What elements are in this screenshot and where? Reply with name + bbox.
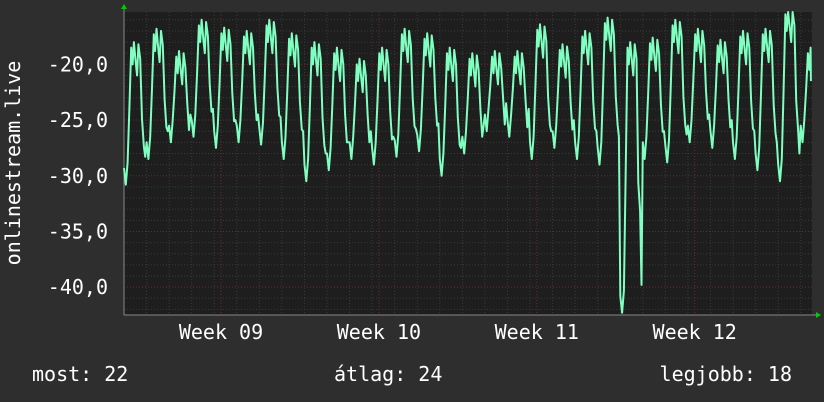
- y-axis-arrow: [121, 4, 127, 9]
- x-tick-label: Week 12: [653, 320, 737, 344]
- x-tick-label: Week 11: [495, 320, 579, 344]
- series-group: [123, 11, 812, 314]
- x-tick-label: Week 10: [337, 320, 421, 344]
- y-tick-label: -25,0: [48, 108, 108, 132]
- tick-labels: -40,0 -35,0 -30,0 -25,0 -20,0 Week 09 Week 10 W…: [48, 52, 737, 344]
- y-tick-label: -35,0: [48, 219, 108, 243]
- stat-best: legjobb: 18: [659, 362, 792, 386]
- stat-average: átlag: 24: [334, 362, 443, 386]
- axes: [121, 4, 821, 318]
- y-tick-label: -20,0: [48, 52, 108, 76]
- x-tick-label: Week 09: [179, 320, 263, 344]
- y-tick-label: -40,0: [48, 275, 108, 299]
- stat-current: most: 22: [32, 362, 129, 386]
- x-axis-arrow: [816, 312, 821, 318]
- series-line: [123, 11, 812, 314]
- y-axis-label: onlinestream.live: [1, 61, 25, 266]
- y-tick-label: -30,0: [48, 164, 108, 188]
